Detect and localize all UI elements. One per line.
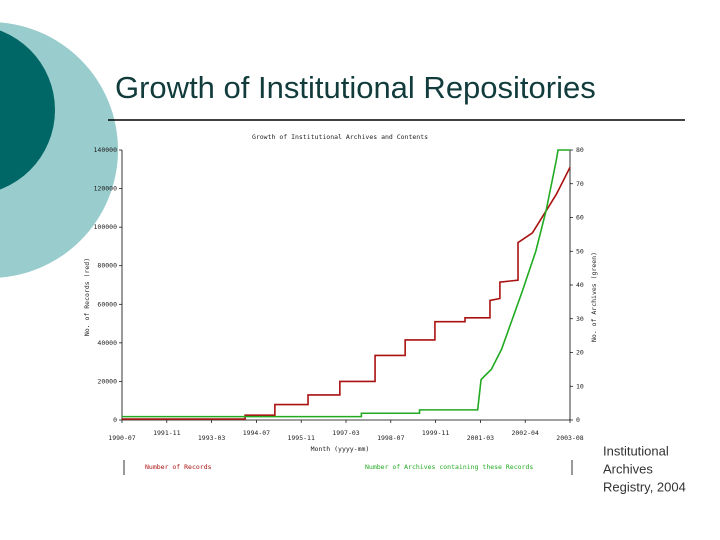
caption-line: Institutional <box>603 443 669 458</box>
x-axis-label: Month (yyyy-mm) <box>311 445 370 453</box>
x-tick-label: 1998-07 <box>377 434 404 442</box>
y-tick-label: 40000 <box>97 339 117 347</box>
chart-title: Growth of Institutional Archives and Con… <box>252 133 428 141</box>
x-tick-label: 1999-11 <box>422 429 449 437</box>
y-tick-label: 140000 <box>94 146 118 154</box>
y-tick-label: 80000 <box>97 262 117 270</box>
x-tick-label: 2003-08 <box>556 434 583 442</box>
y2-axis-label: No. of Archives (green) <box>590 252 598 342</box>
y-tick-label: 120000 <box>94 185 118 193</box>
x-tick-label: 1991-11 <box>153 429 180 437</box>
chart: Growth of Institutional Archives and Con… <box>83 133 598 475</box>
y2-tick-label: 10 <box>576 382 584 390</box>
y2-tick-label: 20 <box>576 349 584 357</box>
x-tick-label: 1994-07 <box>243 429 270 437</box>
x-tick-label: 1997-03 <box>332 429 359 437</box>
y2-tick-label: 70 <box>576 180 584 188</box>
y2-tick-label: 30 <box>576 315 584 323</box>
x-tick-label: 1993-03 <box>198 434 225 442</box>
legend-label: Number of Archives containing these Reco… <box>365 463 533 471</box>
y-tick-label: 0 <box>113 416 117 424</box>
y2-tick-label: 80 <box>576 146 584 154</box>
data-line <box>122 166 571 420</box>
y2-tick-label: 0 <box>576 416 580 424</box>
y2-tick-label: 40 <box>576 281 584 289</box>
legend-label: Number of Records <box>145 463 212 471</box>
y-tick-label: 20000 <box>97 377 117 385</box>
x-tick-label: 2002-04 <box>511 429 538 437</box>
caption-line: Archives <box>603 461 653 476</box>
y-tick-label: 100000 <box>94 223 118 231</box>
data-line <box>122 149 570 418</box>
x-tick-label: 1995-11 <box>287 434 314 442</box>
caption-line: Registry, 2004 <box>603 479 686 494</box>
x-tick-label: 2001-03 <box>467 434 494 442</box>
slide-title: Growth of Institutional Repositories <box>115 70 596 105</box>
y2-tick-label: 50 <box>576 247 584 255</box>
y-tick-label: 60000 <box>97 300 117 308</box>
y2-tick-label: 60 <box>576 214 584 222</box>
decor-circle-dark <box>0 30 55 190</box>
x-tick-label: 1990-07 <box>108 434 135 442</box>
y-axis-label: No. of Records (red) <box>83 258 91 336</box>
